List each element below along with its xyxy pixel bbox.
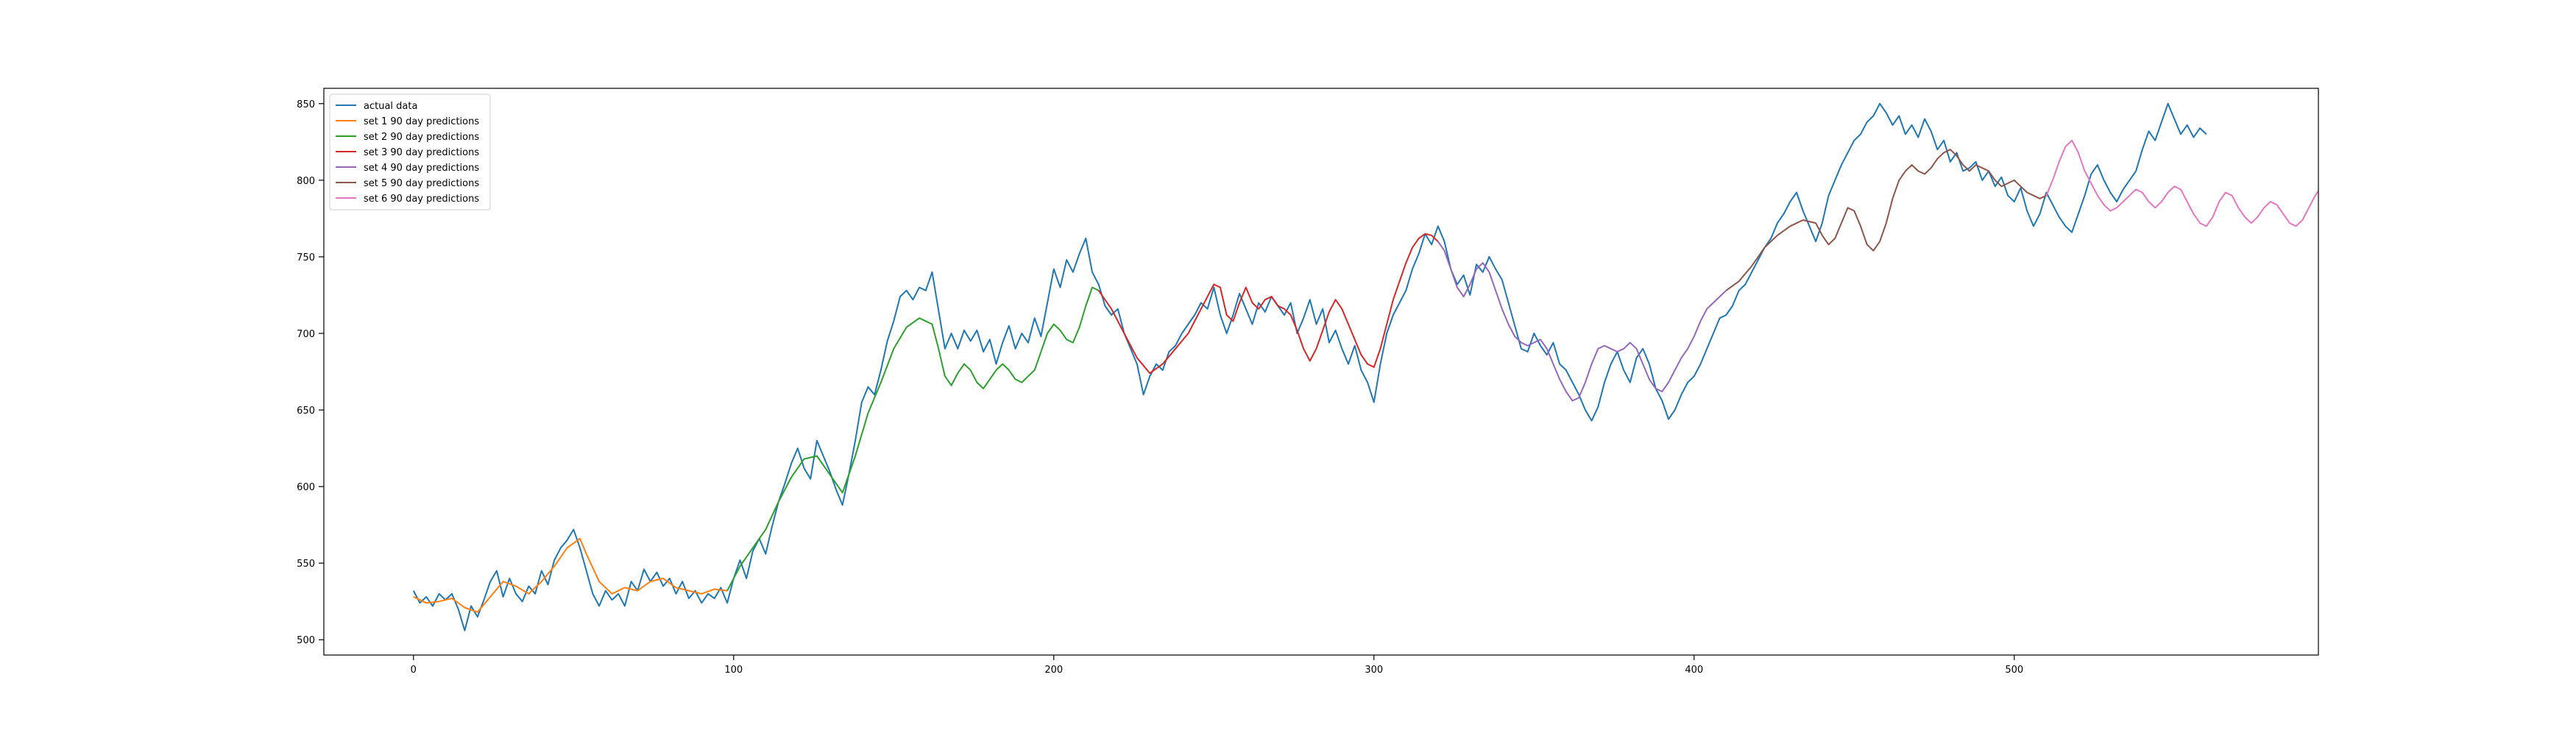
series-line-2 [413, 537, 728, 613]
legend-label: set 2 90 day predictions [364, 132, 479, 143]
y-tick-label: 750 [297, 252, 315, 263]
x-tick-label: 300 [1365, 665, 1383, 676]
series-line-6 [1725, 149, 2047, 291]
y-tick-label: 650 [297, 406, 315, 417]
x-tick-label: 0 [411, 665, 417, 676]
legend-label: set 6 90 day predictions [364, 194, 479, 205]
y-tick-label: 550 [297, 559, 315, 570]
legend-label: set 4 90 day predictions [364, 163, 479, 174]
y-tick-label: 800 [297, 176, 315, 187]
y-tick-label: 700 [297, 329, 315, 340]
x-tick-label: 100 [724, 665, 743, 676]
legend-label: set 3 90 day predictions [364, 147, 479, 158]
legend-label: actual data [364, 101, 417, 112]
series-line-1 [412, 102, 2207, 631]
x-tick-label: 200 [1044, 665, 1063, 676]
series-line-5 [1437, 241, 1727, 402]
plot-area [412, 102, 2318, 631]
series-line-4 [1097, 233, 1439, 375]
legend-label: set 5 90 day predictions [364, 178, 479, 189]
legend-box [329, 93, 491, 210]
series-line-3 [726, 286, 1100, 592]
y-tick-label: 850 [297, 99, 315, 110]
axes-frame [323, 88, 2319, 656]
legend: actual data set 1 90 day predictions set 2… [329, 93, 491, 210]
y-tick-label: 500 [297, 635, 315, 646]
x-tick-label: 500 [2005, 665, 2023, 676]
series-line-7 [2045, 139, 2318, 227]
x-tick-label: 400 [1685, 665, 1703, 676]
legend-label: set 1 90 day predictions [364, 116, 479, 127]
y-tick-label: 600 [297, 482, 315, 493]
axes: 0 100 200 300 400 500 500 550 600 650 700 750 800 850 [297, 88, 2319, 676]
